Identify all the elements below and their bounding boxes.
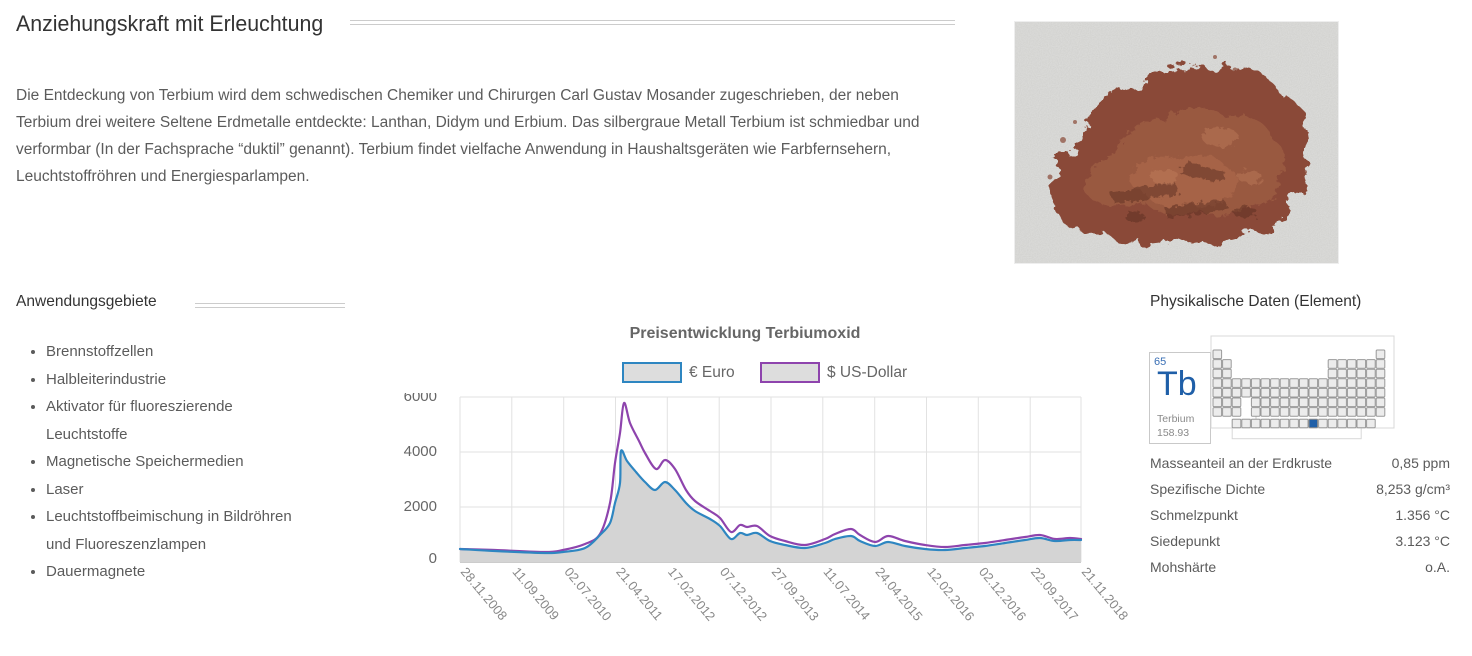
svg-text:11.09.2009: 11.09.2009 — [510, 564, 563, 623]
svg-text:2000: 2000 — [404, 498, 437, 515]
svg-text:24.04.2015: 24.04.2015 — [872, 564, 925, 623]
svg-text:28.11.2008: 28.11.2008 — [458, 564, 511, 623]
svg-text:4000: 4000 — [404, 443, 437, 460]
svg-text:21.04.2011: 21.04.2011 — [613, 564, 666, 623]
svg-text:27.09.2013: 27.09.2013 — [769, 564, 822, 623]
svg-text:02.12.2016: 02.12.2016 — [976, 564, 1029, 623]
svg-text:12.02.2016: 12.02.2016 — [924, 564, 977, 623]
svg-text:11.07.2014: 11.07.2014 — [821, 564, 874, 623]
svg-text:07.12.2012: 07.12.2012 — [717, 564, 770, 623]
svg-text:21.11.2018: 21.11.2018 — [1079, 564, 1132, 623]
svg-text:17.02.2012: 17.02.2012 — [665, 564, 718, 623]
svg-text:22.09.2017: 22.09.2017 — [1028, 564, 1081, 623]
svg-text:6000: 6000 — [404, 393, 437, 405]
svg-text:02.07.2010: 02.07.2010 — [561, 564, 614, 623]
